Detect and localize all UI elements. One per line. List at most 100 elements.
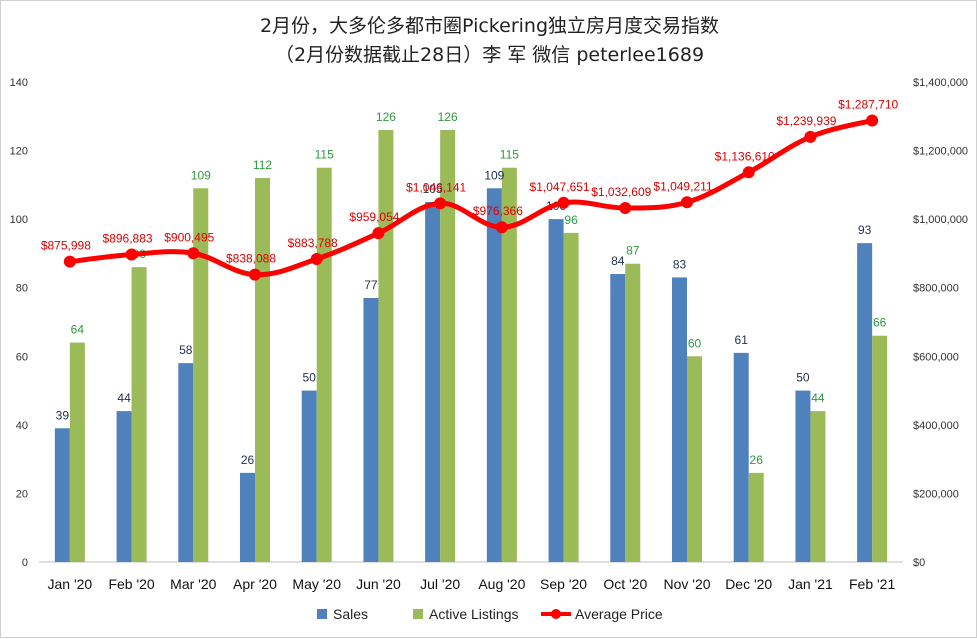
x-tick-label: Jan '20	[47, 576, 92, 592]
sales-bar	[425, 202, 441, 562]
average-price-data-label: $1,047,651	[530, 180, 590, 194]
active-listings-data-label: 126	[438, 110, 458, 124]
active-listings-bar	[255, 178, 270, 562]
x-tick-label: May '20	[292, 576, 341, 592]
active-listings-bar	[69, 342, 85, 562]
sales-data-label: 83	[673, 257, 687, 271]
active-listings-bar	[501, 167, 517, 562]
x-tick-label: Mar '20	[170, 576, 216, 592]
average-price-data-label: $1,032,609	[591, 185, 651, 199]
y-left-tick-label: 120	[10, 146, 28, 158]
average-price-data-label: $838,088	[226, 252, 276, 266]
average-price-point	[187, 247, 200, 260]
y-right-tick-label: $0	[913, 557, 925, 569]
x-tick-label: Feb '21	[849, 576, 895, 592]
sales-data-label: 26	[241, 453, 255, 467]
average-price-data-label: $1,136,610	[715, 149, 775, 163]
chart-subtitle: （2月份数据截止28日）李 军 微信 peterlee1689	[274, 44, 705, 66]
sales-bar	[54, 428, 70, 562]
average-price-data-label: $900,495	[164, 230, 214, 244]
x-tick-label: Oct '20	[603, 576, 647, 592]
x-tick-label: Feb '20	[108, 576, 154, 592]
y-right-tick-label: $1,200,000	[913, 146, 968, 158]
x-tick-label: Sep '20	[540, 576, 587, 592]
sales-data-label: 93	[858, 223, 872, 237]
active-listings-bar	[625, 263, 641, 562]
sales-bar	[795, 390, 811, 562]
sales-bar	[486, 188, 502, 563]
y-left-tick-label: 100	[10, 214, 28, 226]
sales-data-label: 39	[56, 408, 70, 422]
active-listings-data-label: 87	[626, 244, 640, 258]
sales-bar	[548, 219, 564, 562]
x-tick-label: Nov '20	[663, 576, 710, 592]
active-listings-data-label: 26	[750, 453, 764, 467]
y-right-tick-label: $1,400,000	[913, 77, 968, 89]
active-listings-data-label: 64	[71, 323, 85, 337]
active-listings-data-label: 115	[315, 148, 334, 162]
average-price-point	[619, 201, 632, 214]
y-right-tick-label: $800,000	[913, 283, 959, 295]
y-left-tick-label: 80	[16, 283, 28, 295]
x-tick-label: Apr '20	[233, 576, 277, 592]
sales-data-label: 109	[484, 168, 504, 182]
sales-bar	[178, 363, 194, 562]
sales-data-label: 58	[179, 343, 193, 357]
average-price-data-label: $1,046,141	[406, 180, 466, 194]
average-price-point	[63, 255, 76, 268]
legend-active-listings-swatch	[413, 609, 423, 619]
sales-bar	[116, 411, 132, 562]
active-listings-bar	[810, 411, 826, 562]
sales-data-label: 77	[364, 278, 378, 292]
x-tick-label: Dec '20	[725, 576, 772, 592]
active-listings-bar	[748, 472, 764, 562]
active-listings-data-label: 60	[688, 336, 702, 350]
average-price-data-label: $959,054	[349, 210, 399, 224]
average-price-point	[495, 221, 508, 234]
x-tick-label: Aug '20	[478, 576, 525, 592]
average-price-point	[866, 114, 879, 127]
legend-active-listings-label: Active Listings	[429, 606, 518, 622]
average-price-data-label: $1,239,939	[776, 114, 836, 128]
sales-data-label: 105	[423, 182, 443, 196]
active-listings-bar	[563, 232, 579, 562]
sales-bar	[857, 243, 873, 562]
average-price-point	[681, 196, 693, 209]
active-listings-bar	[687, 356, 702, 562]
sales-data-label: 44	[117, 391, 131, 405]
average-price-point	[557, 196, 570, 209]
active-listings-data-label: 66	[873, 316, 887, 330]
x-tick-label: Jun '20	[356, 576, 401, 592]
legend-average-price-marker	[551, 609, 561, 619]
x-tick-label: Jul '20	[420, 576, 460, 592]
y-right-tick-label: $200,000	[913, 488, 959, 500]
sales-bar	[733, 352, 749, 562]
active-listings-data-label: 96	[564, 213, 578, 227]
y-right-tick-label: $600,000	[913, 351, 959, 363]
average-price-point	[742, 166, 755, 179]
y-right-tick-label: $400,000	[913, 420, 959, 432]
sales-bar	[610, 274, 626, 562]
sales-data-label: 84	[611, 254, 625, 268]
active-listings-data-label: 126	[376, 110, 396, 124]
y-right-tick-label: $1,000,000	[913, 214, 968, 226]
sales-data-label: 61	[735, 333, 749, 347]
average-price-data-label: $875,998	[41, 239, 91, 253]
active-listings-bar	[378, 130, 394, 562]
average-price-data-label: $1,287,710	[838, 97, 898, 111]
average-price-data-label: $1,049,211	[653, 179, 712, 193]
y-left-tick-label: 140	[10, 77, 28, 89]
average-price-point	[249, 268, 261, 281]
average-price-data-label: $883,788	[288, 236, 338, 250]
active-listings-data-label: 44	[811, 391, 825, 405]
legend-average-price-label: Average Price	[575, 606, 663, 622]
average-price-point	[372, 227, 385, 240]
sales-bar	[301, 390, 317, 562]
active-listings-bar	[131, 267, 147, 562]
legend-sales-swatch	[317, 609, 327, 619]
active-listings-data-label: 109	[191, 168, 211, 182]
active-listings-data-label: 112	[253, 158, 272, 172]
sales-bar	[240, 472, 255, 562]
x-tick-label: Jan '21	[788, 576, 833, 592]
